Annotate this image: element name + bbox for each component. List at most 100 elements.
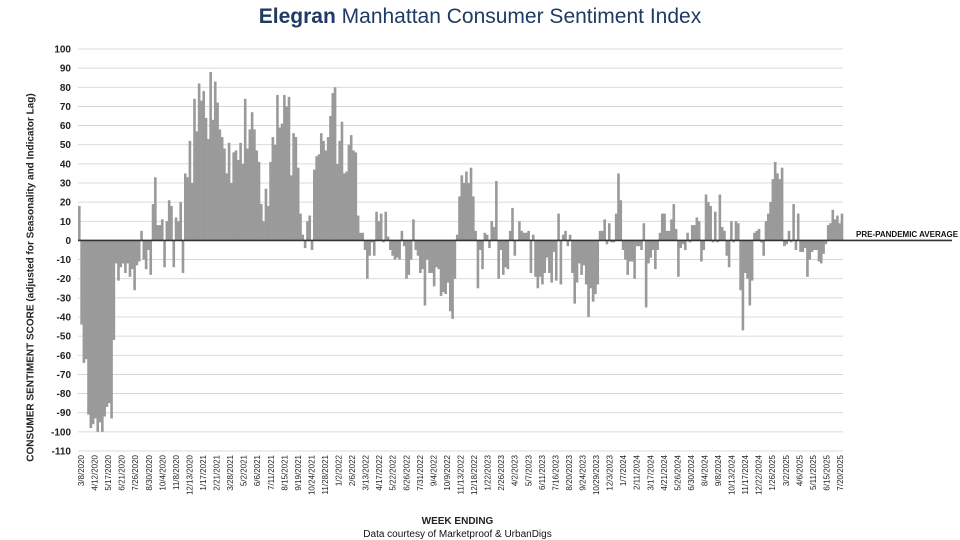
bar (382, 240, 385, 243)
x-tick-label: 8/30/2020 (145, 454, 154, 490)
bar (193, 98, 196, 241)
bar (174, 217, 178, 241)
bar (679, 240, 683, 249)
bar (412, 219, 415, 241)
y-tick-label: 80 (60, 83, 72, 94)
bar (684, 240, 687, 250)
bar (405, 240, 408, 279)
bar (813, 240, 816, 250)
y-tick-label: -80 (57, 389, 72, 400)
bar (114, 240, 118, 264)
bar (313, 169, 316, 241)
bar (361, 232, 365, 241)
bar (654, 240, 657, 270)
bar (564, 230, 567, 241)
x-tick-label: 5/22/2022 (389, 454, 398, 490)
bar (98, 240, 102, 423)
y-tick-label: 40 (60, 159, 72, 170)
bar (389, 240, 392, 250)
bar (425, 240, 429, 260)
bar (467, 183, 471, 241)
y-tick-label: -30 (57, 293, 72, 304)
bar (635, 240, 639, 247)
bar (315, 156, 318, 241)
bar (428, 240, 431, 273)
y-tick-label: -50 (57, 332, 72, 343)
bar (402, 240, 406, 247)
bar (773, 161, 777, 241)
x-tick-label: 5/17/2020 (104, 454, 113, 490)
bar (663, 213, 666, 241)
bar (806, 240, 809, 277)
bar (264, 188, 268, 241)
bar (518, 221, 521, 241)
bar (511, 207, 514, 241)
bar (195, 131, 199, 241)
bar (796, 213, 800, 241)
bar (301, 234, 305, 241)
bar (255, 150, 259, 241)
bar (605, 240, 609, 245)
bar (651, 240, 655, 250)
bar (84, 240, 88, 360)
bar (322, 140, 325, 241)
bar (619, 200, 623, 241)
x-tick-label: 2/21/2021 (213, 454, 222, 490)
bar (757, 228, 761, 241)
x-tick-label: 10/13/2024 (728, 454, 737, 495)
bar (188, 140, 192, 241)
bar (190, 183, 194, 241)
bar (552, 240, 556, 252)
x-tick-label: 8/4/2024 (700, 454, 709, 486)
bar (435, 240, 438, 268)
bar (481, 240, 484, 270)
bar (349, 135, 353, 241)
bar (610, 240, 613, 243)
bar (289, 175, 293, 241)
bar (204, 117, 208, 241)
y-tick-label: 10 (60, 217, 72, 228)
bar (810, 240, 814, 252)
bar (594, 240, 597, 295)
bar (819, 240, 823, 264)
bar (460, 175, 464, 241)
x-tick-label: 8/20/2023 (565, 454, 574, 490)
y-tick-label: 20 (60, 198, 72, 209)
bar (713, 211, 717, 241)
bar (497, 240, 500, 279)
bar (658, 232, 662, 241)
bar (165, 221, 169, 241)
y-tick-label: 30 (60, 179, 72, 190)
bar (308, 215, 312, 241)
bar (483, 232, 487, 241)
bar (287, 96, 291, 241)
x-tick-label: 7/11/2021 (267, 454, 276, 490)
bar (421, 240, 424, 270)
bar (130, 240, 134, 270)
bar (529, 240, 533, 273)
bar (366, 240, 369, 279)
bar (688, 240, 692, 243)
bar (580, 240, 583, 275)
bar (269, 161, 272, 241)
bar (607, 223, 611, 241)
bar (121, 240, 125, 264)
bar (462, 183, 466, 241)
bar (347, 144, 351, 241)
bar (379, 213, 383, 241)
bar (725, 240, 729, 256)
bar (760, 240, 763, 243)
x-tick-label: 12/18/2022 (470, 454, 479, 495)
bar (783, 240, 786, 247)
reference-line-label: PRE-PANDEMIC AVERAGE (856, 230, 959, 239)
bar (492, 227, 496, 241)
bar (273, 144, 277, 241)
bar (375, 211, 378, 241)
x-tick-label: 5/2/2021 (240, 454, 249, 486)
x-tick-label: 11/8/2020 (172, 454, 181, 490)
bar (633, 240, 636, 279)
x-tick-label: 6/15/2025 (822, 454, 831, 490)
chart-title: Elegran Manhattan Consumer Sentiment Ind… (0, 5, 960, 29)
bar (670, 219, 673, 241)
